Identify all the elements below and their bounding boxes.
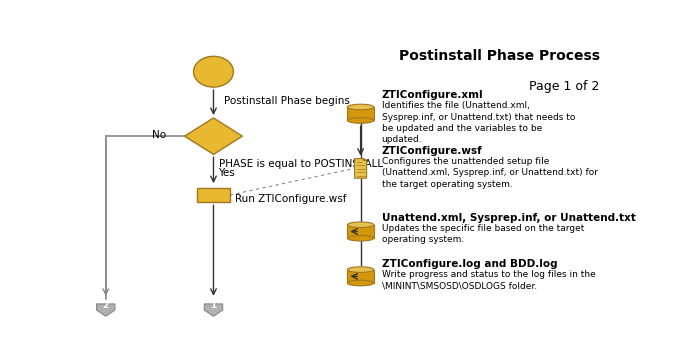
Polygon shape (204, 304, 222, 316)
Ellipse shape (193, 56, 233, 87)
Text: ZTIConfigure.wsf: ZTIConfigure.wsf (382, 146, 482, 156)
Text: No: No (152, 130, 166, 140)
Text: 1: 1 (210, 301, 216, 310)
Text: Yes: Yes (218, 167, 235, 178)
Text: ZTIConfigure.xml: ZTIConfigure.xml (382, 90, 483, 100)
Ellipse shape (348, 267, 374, 272)
Text: Unattend.xml, Sysprep.inf, or Unattend.txt: Unattend.xml, Sysprep.inf, or Unattend.t… (382, 213, 635, 223)
Text: PHASE is equal to POSTINSTALL: PHASE is equal to POSTINSTALL (219, 159, 383, 169)
Polygon shape (96, 304, 115, 316)
Ellipse shape (348, 118, 374, 123)
Polygon shape (355, 159, 367, 178)
Bar (348, 107, 374, 120)
Polygon shape (363, 159, 367, 161)
Text: Configures the unattended setup file
(Unattend.xml, Sysprep.inf, or Unattend.txt: Configures the unattended setup file (Un… (382, 157, 597, 189)
Text: Write progress and status to the log files in the
\MININT\SMSOSD\OSDLOGS folder.: Write progress and status to the log fil… (382, 270, 595, 290)
Text: Run ZTIConfigure.wsf: Run ZTIConfigure.wsf (235, 194, 346, 204)
Text: Postinstall Phase begins: Postinstall Phase begins (224, 96, 350, 106)
Ellipse shape (348, 222, 374, 228)
Text: Updates the specific file based on the target
operating system.: Updates the specific file based on the t… (382, 224, 584, 244)
Text: Page 1 of 2: Page 1 of 2 (530, 80, 600, 93)
Text: 2: 2 (102, 301, 109, 310)
Text: Identifies the file (Unattend.xml,
Sysprep.inf, or Unattend.txt) that needs to
b: Identifies the file (Unattend.xml, Syspr… (382, 101, 575, 145)
Polygon shape (184, 118, 243, 154)
Text: Postinstall Phase Process: Postinstall Phase Process (399, 49, 600, 63)
Bar (348, 270, 374, 283)
Ellipse shape (348, 280, 374, 286)
Ellipse shape (348, 236, 374, 241)
Bar (197, 188, 230, 202)
Bar (348, 225, 374, 238)
Text: ZTIConfigure.log and BDD.log: ZTIConfigure.log and BDD.log (382, 259, 557, 269)
Ellipse shape (348, 104, 374, 110)
